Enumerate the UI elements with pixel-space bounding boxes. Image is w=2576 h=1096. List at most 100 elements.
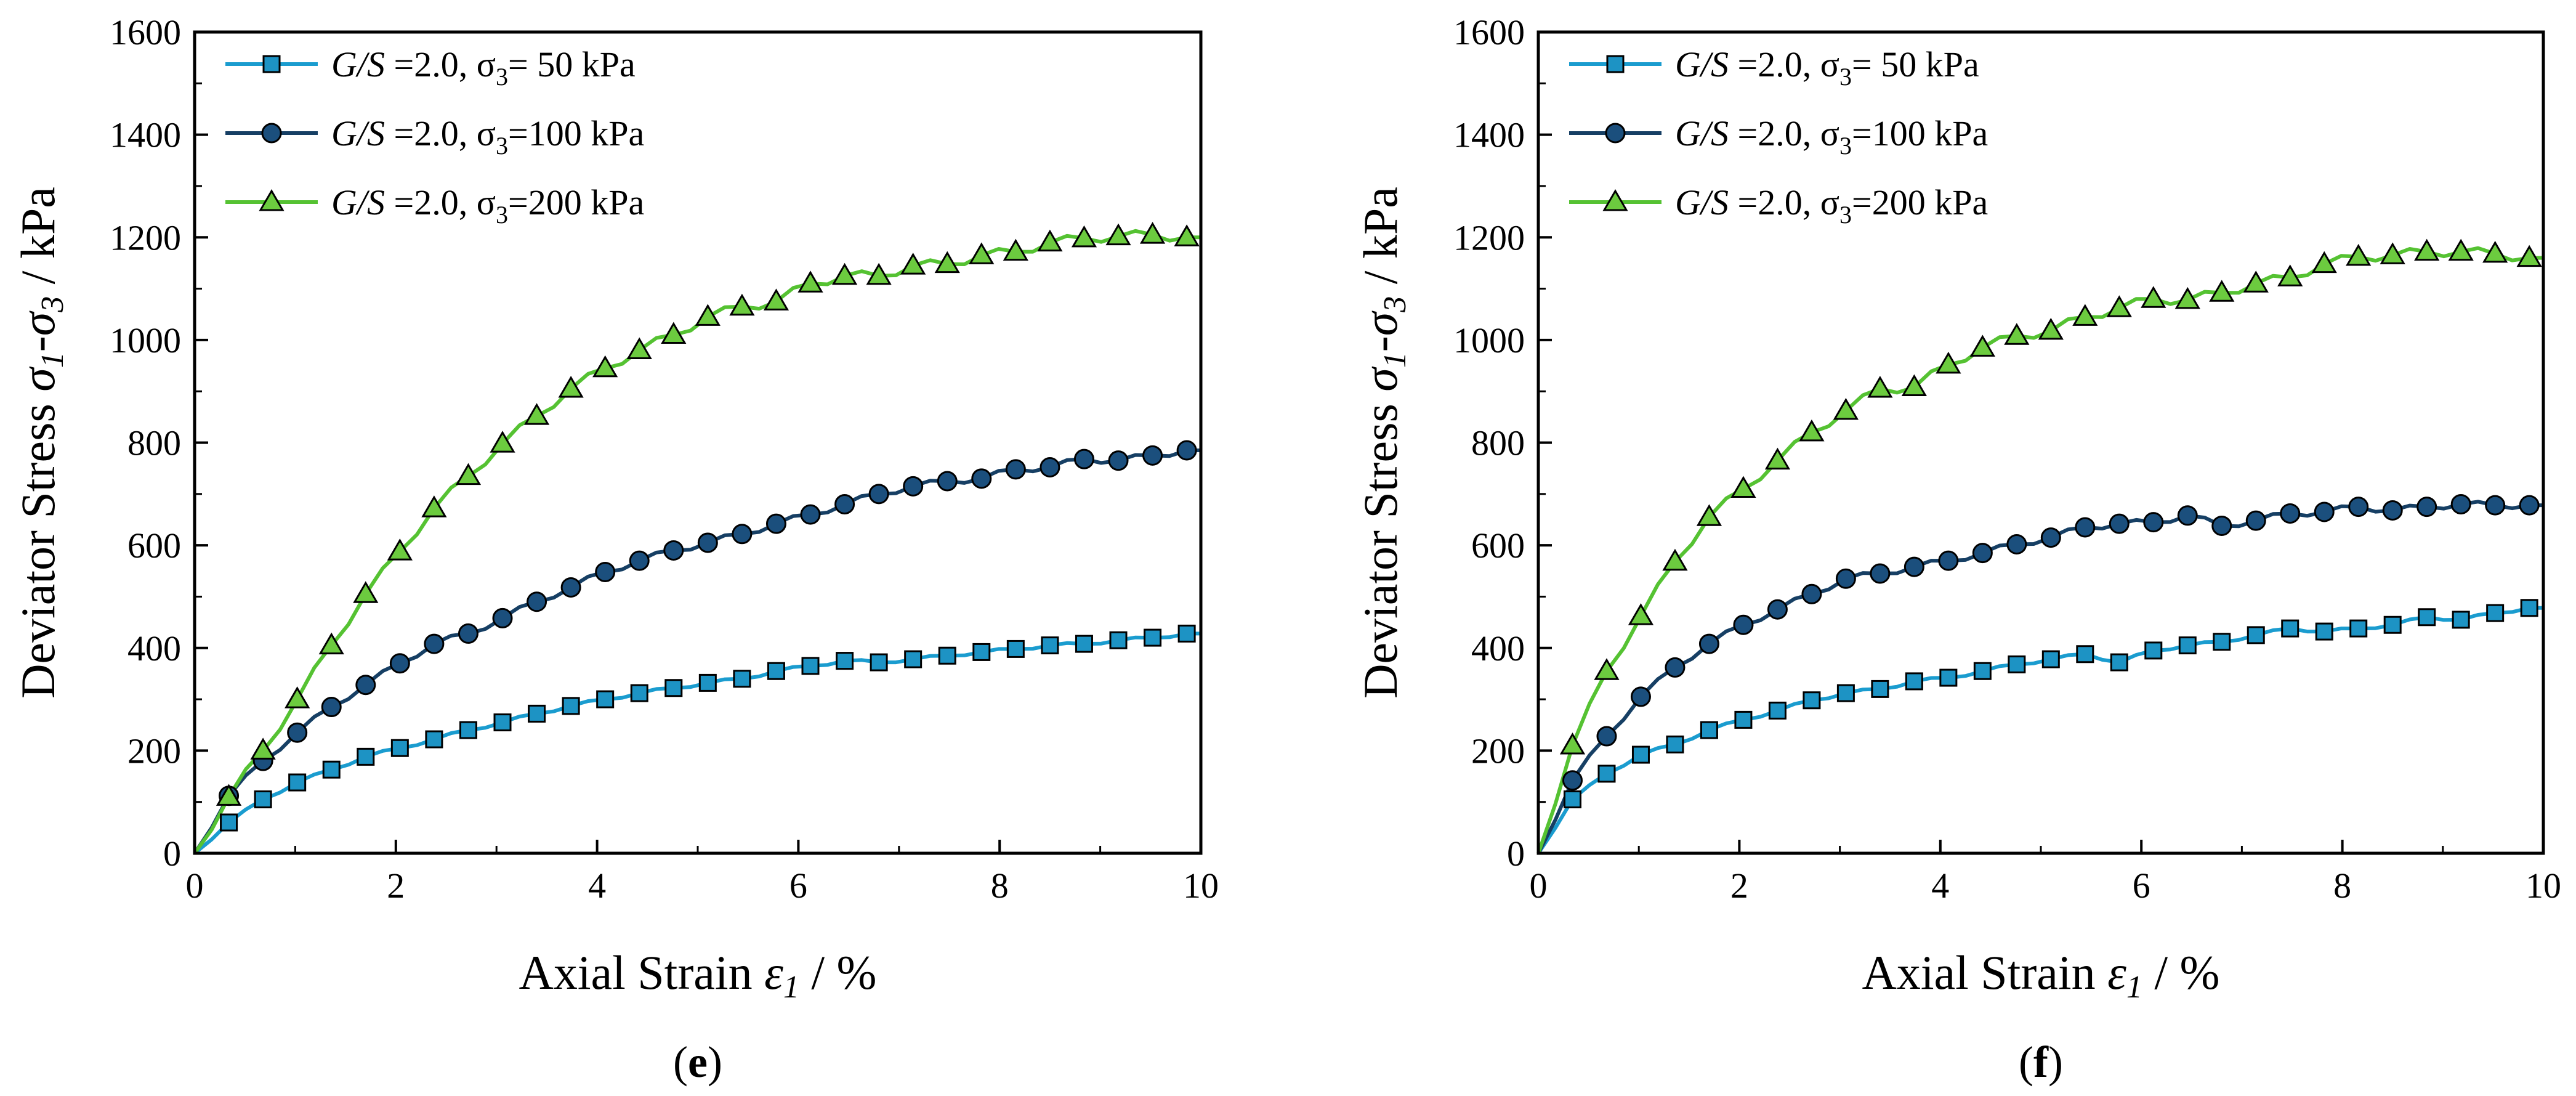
data-point bbox=[1109, 631, 1128, 649]
data-point bbox=[767, 662, 785, 680]
data-point bbox=[629, 550, 650, 571]
data-point bbox=[2311, 251, 2337, 274]
y-tick-label: 0 bbox=[1507, 834, 1525, 874]
data-point bbox=[455, 463, 482, 485]
data-point bbox=[1969, 335, 1995, 357]
data-point bbox=[390, 739, 409, 757]
data-point bbox=[1801, 583, 1822, 604]
data-point bbox=[592, 355, 618, 378]
y-tick-label: 1000 bbox=[1453, 320, 1525, 360]
data-point bbox=[2144, 641, 2163, 660]
x-tick-label: 4 bbox=[1931, 866, 1949, 906]
y-tick-label: 1600 bbox=[1453, 12, 1525, 52]
data-point bbox=[1939, 668, 1958, 687]
data-point bbox=[1662, 548, 1688, 571]
legend-label: G/S =2.0, σ3=200 kPa bbox=[331, 182, 644, 229]
data-point bbox=[934, 251, 960, 274]
legend-label: G/S =2.0, σ3=100 kPa bbox=[1675, 113, 1988, 160]
data-point bbox=[2245, 510, 2266, 531]
data-point bbox=[1733, 614, 1754, 635]
x-tick-label: 10 bbox=[1183, 866, 1219, 906]
data-point bbox=[1835, 568, 1856, 589]
data-point bbox=[2178, 636, 2197, 655]
y-tick-label: 200 bbox=[1471, 731, 1525, 771]
data-point bbox=[322, 760, 341, 779]
data-point bbox=[2516, 245, 2542, 267]
data-point bbox=[2450, 493, 2471, 514]
data-point bbox=[2485, 495, 2506, 516]
data-point bbox=[250, 737, 276, 760]
data-point bbox=[424, 633, 445, 654]
panel-label: (e) bbox=[673, 1037, 722, 1087]
legend-label: G/S =2.0, σ3= 50 kPa bbox=[1675, 44, 1979, 91]
data-point bbox=[2414, 238, 2440, 261]
data-point bbox=[2417, 497, 2437, 518]
x-tick-label: 2 bbox=[387, 866, 405, 906]
data-point bbox=[834, 493, 855, 514]
y-tick-label: 200 bbox=[127, 731, 181, 771]
data-point bbox=[1698, 633, 1719, 654]
data-point bbox=[765, 513, 786, 534]
data-point bbox=[1871, 680, 1889, 698]
legend-marker bbox=[259, 189, 285, 211]
x-tick-label: 6 bbox=[789, 866, 807, 906]
data-point bbox=[2382, 500, 2403, 521]
data-point bbox=[1767, 599, 1788, 620]
data-point bbox=[318, 632, 344, 655]
data-point bbox=[2349, 619, 2368, 638]
data-point bbox=[389, 653, 410, 674]
plot-frame bbox=[1536, 30, 2545, 855]
data-point bbox=[1071, 225, 1097, 248]
data-point bbox=[2075, 517, 2096, 538]
data-point bbox=[2174, 286, 2200, 309]
data-point bbox=[2519, 495, 2540, 516]
data-point bbox=[1041, 636, 1059, 655]
data-point bbox=[2143, 512, 2164, 533]
data-point bbox=[937, 471, 958, 492]
data-point bbox=[1177, 624, 1196, 643]
data-point bbox=[763, 288, 789, 311]
data-point bbox=[1938, 550, 1959, 571]
data-point bbox=[733, 670, 751, 688]
data-point bbox=[1799, 419, 1825, 442]
series-line-1 bbox=[1536, 606, 2543, 854]
data-point bbox=[353, 581, 379, 603]
data-point bbox=[2277, 264, 2303, 286]
data-point bbox=[1144, 628, 1162, 647]
data-point bbox=[800, 504, 821, 525]
data-point bbox=[626, 337, 652, 360]
data-point bbox=[321, 697, 342, 718]
chart-panel-f: 0 2 4 6 8 10 0 200 400 600 800 1000 1200 1400 1600 Axia… bbox=[1354, 12, 2561, 1087]
data-point bbox=[904, 650, 923, 668]
data-point bbox=[562, 697, 580, 715]
data-point bbox=[560, 577, 581, 598]
data-point bbox=[2380, 242, 2405, 264]
y-tick-label: 400 bbox=[127, 628, 181, 668]
y-tick-label: 600 bbox=[127, 526, 181, 566]
data-point bbox=[1073, 449, 1094, 469]
x-tick-label: 4 bbox=[588, 866, 606, 906]
panel-label: (f) bbox=[2019, 1037, 2063, 1087]
data-point bbox=[2038, 317, 2064, 340]
data-point bbox=[2141, 286, 2166, 308]
data-point bbox=[2418, 608, 2436, 627]
data-point bbox=[459, 721, 477, 739]
data-point bbox=[870, 653, 888, 672]
data-point bbox=[732, 524, 753, 545]
x-tick-label: 8 bbox=[2333, 866, 2351, 906]
legend-marker bbox=[1605, 123, 1626, 144]
legend-marker bbox=[262, 55, 281, 73]
data-point bbox=[2482, 240, 2508, 263]
y-tick-label: 1400 bbox=[1453, 115, 1525, 155]
data-point bbox=[2004, 323, 2030, 345]
x-tick-label: 10 bbox=[2526, 866, 2561, 906]
data-point bbox=[1730, 476, 1756, 498]
data-point bbox=[1105, 223, 1131, 246]
data-point bbox=[697, 532, 718, 553]
data-point bbox=[1176, 440, 1197, 461]
data-point bbox=[661, 322, 687, 344]
data-point bbox=[695, 304, 721, 326]
data-point bbox=[972, 643, 991, 661]
data-point bbox=[1563, 790, 1581, 809]
